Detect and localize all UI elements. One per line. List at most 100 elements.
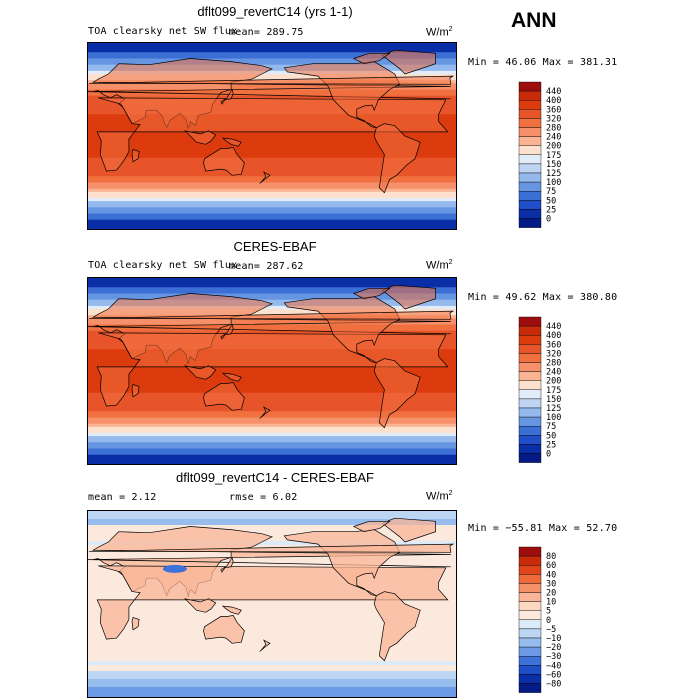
map-band (88, 142, 456, 146)
panel2-map (87, 277, 457, 465)
map-band (88, 204, 456, 208)
colorbar-level-label: 400 (546, 331, 561, 341)
colorbar-level-label: 360 (546, 340, 561, 350)
map-band (88, 436, 456, 440)
colorbar-level-label: 200 (546, 377, 561, 387)
map-band (88, 327, 456, 332)
colorbar-box (518, 200, 542, 210)
continent-outline (96, 332, 449, 407)
continent-outline (259, 171, 271, 184)
continent-outline (131, 148, 140, 163)
continent-outline (373, 358, 421, 429)
map-band (88, 173, 456, 177)
panel2-variable: TOA clearsky net SW flux (88, 260, 238, 271)
colorbar-level-label: 320 (546, 114, 561, 124)
map-band (88, 408, 456, 412)
colorbar-box (518, 190, 542, 201)
colorbar-level-label: 175 (546, 386, 561, 396)
map-band (88, 305, 456, 310)
colorbar-box (518, 127, 542, 137)
colorbar-level-label: 80 (546, 552, 556, 562)
map-band (88, 296, 456, 301)
colorbar-box (518, 325, 542, 336)
map-band (88, 281, 456, 285)
colorbar-level-label: 360 (546, 105, 561, 115)
map-band (88, 278, 456, 282)
map-band (88, 302, 456, 307)
map-band (88, 417, 456, 422)
panel1-map (87, 42, 457, 230)
map-band (88, 420, 456, 425)
map-anomaly (162, 564, 187, 573)
colorbar-level-label: −30 (546, 652, 561, 662)
map-band (88, 402, 456, 406)
map-band (88, 201, 456, 205)
colorbar-box (518, 637, 542, 648)
colorbar-level-label: 320 (546, 349, 561, 359)
map-band (88, 380, 456, 384)
panel3-colorbar: 80 60 40 30 20 10 5 0 −5 −10 −20 −30 −40 −60 −80 (517, 546, 577, 696)
map-band (88, 151, 456, 156)
colorbar-box (518, 574, 542, 584)
continent-outline (96, 565, 449, 640)
continent-outline (220, 323, 234, 340)
map-band (88, 92, 456, 97)
colorbar-level-label: 40 (546, 570, 556, 580)
map-band (88, 367, 456, 372)
map-band (88, 426, 456, 431)
colorbar-box (518, 362, 542, 372)
continent-outline (373, 123, 421, 194)
map-band (88, 95, 456, 100)
map-band (88, 77, 456, 81)
continent-outline (184, 130, 217, 145)
map-band (88, 312, 456, 316)
colorbar-level-label: 440 (546, 87, 561, 97)
colorbar-box (518, 218, 542, 228)
map-band (88, 679, 456, 687)
map-band (88, 148, 456, 153)
colorbar-level-label: 400 (546, 96, 561, 106)
colorbar-level-label: −40 (546, 661, 561, 671)
map-band (88, 55, 456, 60)
colorbar-box (518, 610, 542, 620)
map-band (88, 445, 456, 450)
continent-outline (131, 616, 140, 631)
continent-outline (373, 591, 421, 662)
map-band (88, 429, 456, 434)
map-band (88, 170, 456, 174)
map-band (88, 324, 456, 329)
map-band (88, 389, 456, 394)
continent-outline (88, 75, 455, 85)
map-band (88, 386, 456, 391)
colorbar-level-label: 100 (546, 178, 561, 188)
colorbar-level-label: −60 (546, 670, 561, 680)
colorbar-level-label: 0 (546, 616, 551, 626)
map-band (88, 293, 456, 298)
colorbar-box (518, 154, 542, 165)
colorbar-box (518, 398, 542, 409)
map-band (88, 511, 456, 519)
map-band (88, 46, 456, 50)
colorbar-level-label: 0 (546, 450, 551, 460)
colorbar-level-label: 25 (546, 440, 556, 450)
colorbar-box (518, 316, 542, 327)
map-band (88, 451, 456, 456)
panel3-minmax: Min = −55.81 Max = 52.70 (468, 523, 618, 534)
colorbar-box (518, 619, 542, 630)
colorbar-level-label: 240 (546, 133, 561, 143)
map-band (88, 182, 456, 187)
colorbar-level-label: −80 (546, 680, 561, 690)
map-band (88, 70, 456, 75)
map-band (88, 442, 456, 446)
panel1-title: dflt099_revertC14 (yrs 1-1) (197, 4, 353, 19)
continent-outline (184, 365, 217, 380)
map-band (88, 74, 456, 78)
colorbar-box (518, 444, 542, 454)
map-band (88, 89, 456, 94)
colorbar-level-label: 0 (546, 215, 551, 225)
colorbar-box (518, 81, 542, 92)
colorbar-level-label: 200 (546, 142, 561, 152)
map-band (88, 191, 456, 196)
map-band (88, 287, 456, 291)
map-band (88, 671, 456, 679)
